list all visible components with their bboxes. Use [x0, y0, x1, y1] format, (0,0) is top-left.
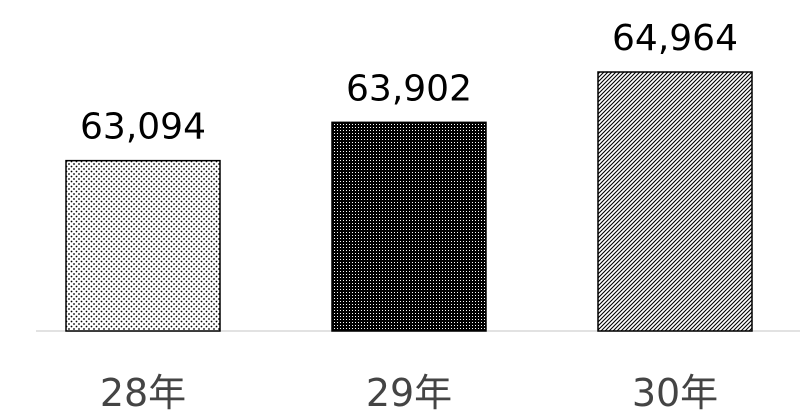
bar-30	[597, 71, 753, 332]
bar-28	[65, 159, 221, 332]
category-label-28: 28年	[100, 371, 186, 415]
category-label-29: 29年	[366, 371, 452, 415]
bar-29	[331, 121, 487, 332]
category-label-30: 30年	[632, 371, 718, 415]
value-label-29: 63,902	[346, 68, 472, 109]
value-label-28: 63,094	[80, 107, 206, 148]
value-label-30: 64,964	[612, 18, 738, 59]
